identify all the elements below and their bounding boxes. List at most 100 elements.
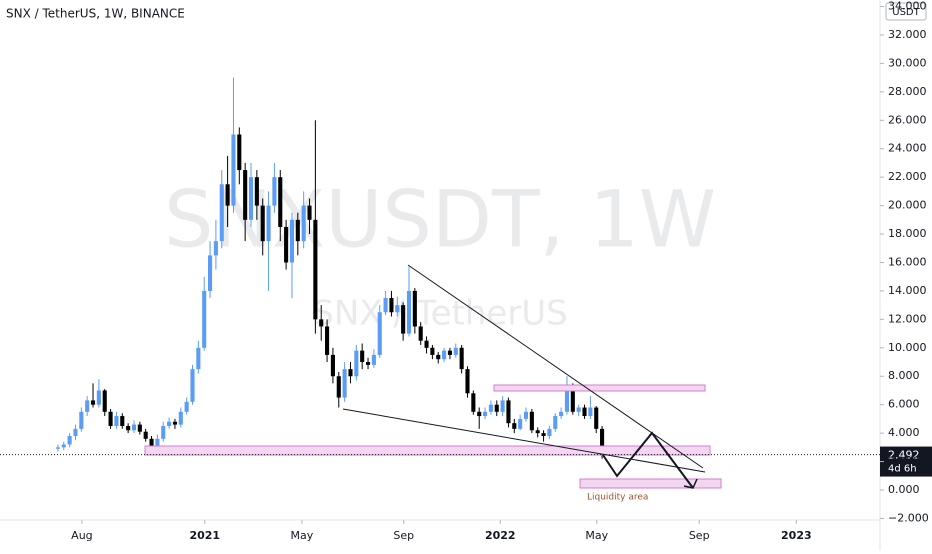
candle-body — [389, 298, 394, 313]
candle-body — [196, 347, 201, 370]
trendline — [342, 408, 706, 473]
y-tick-label: 26.000 — [888, 113, 927, 126]
candle-body — [190, 369, 195, 402]
y-tick-label: 32.000 — [888, 28, 927, 41]
candle-body — [523, 411, 529, 419]
y-tick-label: 30.000 — [888, 56, 927, 69]
x-tick-label: 2023 — [781, 529, 812, 542]
y-tick-label: 20.000 — [888, 199, 927, 212]
projection-path — [602, 431, 694, 489]
candle-body — [541, 433, 546, 436]
zone-rect — [493, 384, 706, 392]
candle-body — [161, 426, 166, 439]
x-tick-label: 2021 — [189, 529, 220, 542]
candle-body — [278, 177, 283, 227]
candle-body — [120, 416, 125, 427]
x-tick-label: Sep — [689, 529, 710, 542]
price-tag: 2.492 4d 6h — [880, 446, 932, 477]
last-price-label: 2.492 — [888, 449, 920, 462]
candle-body — [465, 369, 470, 394]
candle-body — [559, 411, 564, 417]
candle-body — [494, 404, 499, 412]
candle-body — [547, 428, 552, 436]
y-tick-label: 28.000 — [888, 85, 927, 98]
y-tick-label: 0.000 — [888, 483, 920, 496]
countdown: 4d 6h — [888, 464, 917, 475]
candle-body — [412, 290, 417, 327]
candle-body — [477, 411, 482, 417]
candle-body — [424, 340, 429, 348]
x-tick-label: May — [291, 529, 314, 542]
last-price-box — [880, 446, 932, 477]
candle-body — [202, 290, 207, 348]
x-tick-label: Aug — [71, 529, 92, 542]
y-tick-label: −2.000 — [888, 511, 929, 524]
candle-body — [371, 354, 376, 365]
watermark-subtitle: SNX / TetherUS — [312, 294, 568, 334]
candle-body — [576, 407, 581, 412]
y-tick-label: 18.000 — [888, 227, 927, 240]
y-tick-label: 24.000 — [888, 142, 927, 155]
candle-body — [266, 205, 271, 242]
candle-body — [167, 421, 172, 427]
candle-body — [260, 205, 265, 242]
candle-body — [582, 407, 587, 417]
y-tick-label: 22.000 — [888, 170, 927, 183]
candle-body — [114, 416, 119, 427]
candle-body — [406, 290, 412, 334]
candle-body — [453, 347, 458, 355]
arrow-head — [683, 478, 698, 489]
currency[interactable]: USDT — [892, 7, 920, 18]
y-tick-label: 10.000 — [888, 341, 927, 354]
candle-body — [471, 393, 476, 412]
candle-body — [535, 430, 540, 434]
y-tick-label: 6.000 — [888, 398, 920, 411]
candle-body — [383, 298, 388, 313]
x-tick-label: 2022 — [485, 529, 516, 542]
chart-title: SNX / TetherUS, 1W, BINANCE — [6, 7, 185, 21]
candle-body — [96, 390, 101, 405]
candle-body — [313, 219, 318, 320]
candle-body — [85, 400, 90, 412]
candle-body — [219, 184, 224, 242]
candle-body — [61, 444, 66, 448]
y-tick-label: 8.000 — [888, 369, 920, 382]
candle-body — [102, 390, 107, 412]
candle-body — [225, 184, 230, 206]
candle-body — [430, 347, 435, 355]
candle-body — [108, 411, 113, 427]
candle-body — [418, 326, 423, 341]
candle-body — [377, 312, 382, 355]
y-tick-label: 14.000 — [888, 284, 927, 297]
candle-body — [301, 205, 306, 242]
y-tick-label: 4.000 — [888, 426, 920, 439]
candle-body — [570, 386, 575, 412]
candle-body — [436, 354, 441, 360]
annotation: Liquidity area — [587, 493, 648, 503]
candle-body — [55, 447, 60, 449]
candle-body — [529, 411, 534, 431]
candle-body — [67, 435, 72, 445]
x-tick-label: Sep — [393, 529, 414, 542]
candle-body — [143, 431, 148, 439]
candle-body — [325, 326, 330, 355]
candle-body — [254, 177, 259, 206]
candle-body — [348, 369, 353, 377]
currency-box[interactable] — [885, 2, 927, 21]
candle-body — [518, 418, 523, 429]
candle-body — [79, 411, 84, 429]
candle-body — [284, 226, 289, 263]
candle-body — [149, 438, 154, 449]
candle-body — [600, 428, 605, 455]
y-tick-label: 2.000 — [888, 455, 920, 468]
candle-body — [336, 376, 341, 398]
candle-body — [594, 407, 599, 429]
y-tick-label: 16.000 — [888, 255, 927, 268]
y-tick-label: 34.000 — [888, 0, 927, 13]
candle-body — [137, 424, 142, 432]
candle-body — [354, 350, 359, 377]
candle-body — [231, 134, 236, 206]
candle-body — [512, 423, 517, 429]
candle-body — [488, 404, 493, 412]
